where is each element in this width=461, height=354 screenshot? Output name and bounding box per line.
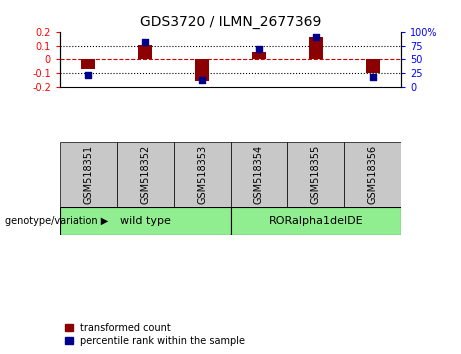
Text: GSM518353: GSM518353: [197, 145, 207, 204]
Point: [142, 39, 149, 45]
Bar: [366, 59, 380, 73]
Bar: [174, 142, 230, 207]
Bar: [252, 52, 266, 59]
Text: wild type: wild type: [120, 216, 171, 226]
Text: RORalpha1delDE: RORalpha1delDE: [268, 216, 363, 226]
Legend: transformed count, percentile rank within the sample: transformed count, percentile rank withi…: [65, 323, 245, 346]
Text: GSM518352: GSM518352: [140, 145, 150, 204]
Bar: [81, 59, 95, 69]
Bar: [60, 207, 230, 235]
Bar: [344, 142, 401, 207]
Text: GSM518351: GSM518351: [83, 145, 94, 204]
Text: GSM518354: GSM518354: [254, 145, 264, 204]
Title: GDS3720 / ILMN_2677369: GDS3720 / ILMN_2677369: [140, 16, 321, 29]
Point: [312, 34, 319, 40]
Point: [255, 47, 263, 52]
Bar: [195, 59, 209, 81]
Bar: [138, 45, 152, 59]
Text: genotype/variation ▶: genotype/variation ▶: [5, 216, 108, 226]
Point: [198, 77, 206, 83]
Bar: [287, 142, 344, 207]
Text: GSM518355: GSM518355: [311, 145, 321, 204]
Text: GSM518356: GSM518356: [367, 145, 378, 204]
Bar: [230, 207, 401, 235]
Point: [85, 72, 92, 78]
Bar: [60, 142, 117, 207]
Bar: [309, 37, 323, 59]
Bar: [230, 142, 287, 207]
Point: [369, 74, 376, 80]
Bar: [117, 142, 174, 207]
